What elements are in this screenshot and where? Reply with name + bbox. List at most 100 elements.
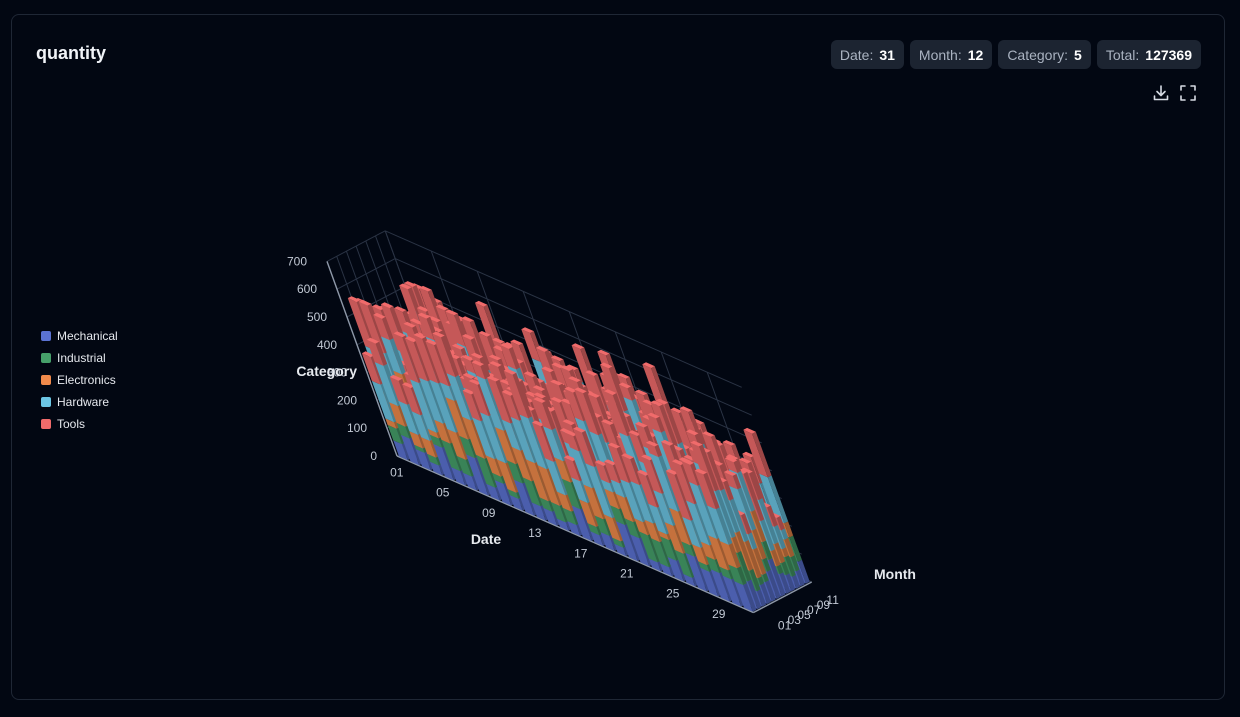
- grid-line: [394, 258, 752, 416]
- bar-segment-top: [533, 397, 546, 403]
- month-tick-label: 03: [788, 613, 802, 627]
- bar-segment-front: [615, 521, 638, 562]
- bar-segment-top: [347, 296, 361, 302]
- bar-segment-front: [410, 379, 437, 433]
- fullscreen-icon[interactable]: [1178, 83, 1198, 103]
- bar-segment-top: [628, 430, 641, 436]
- bar-segment-side: [470, 320, 492, 371]
- bar-segment-front: [600, 532, 615, 551]
- bar-segment-front: [722, 575, 742, 607]
- bar-segment-front: [429, 434, 442, 448]
- bar-segment-side: [784, 521, 794, 538]
- bar-segment-side: [583, 391, 602, 436]
- bar-segment-front: [427, 428, 439, 439]
- bar-segment-front: [604, 391, 628, 437]
- date-tick-label: 09: [482, 506, 496, 520]
- bar-segment-front: [421, 437, 436, 458]
- date-tick-label: 05: [436, 486, 450, 500]
- legend-label-tools: Tools: [57, 417, 86, 431]
- bar-segment-side: [785, 573, 796, 592]
- legend-label-hardware: Hardware: [57, 395, 110, 409]
- bar-segment-front: [583, 484, 604, 520]
- bar-segment-front: [441, 439, 461, 472]
- bar-segment-front: [434, 419, 451, 444]
- bar-segment-front: [556, 491, 572, 512]
- bar-segment-front: [587, 523, 600, 536]
- legend-label-electronics: Electronics: [57, 373, 116, 387]
- bar-segment-front: [624, 518, 640, 539]
- badge-total: Total: 127369: [1096, 40, 1201, 69]
- date-axis-line: [396, 455, 754, 614]
- bar-segment-side: [748, 532, 758, 550]
- bar-segment-front: [543, 507, 558, 526]
- bar-segment-top: [380, 302, 394, 308]
- bar-segment-side: [751, 509, 767, 543]
- bar-segment-top: [451, 343, 465, 350]
- bar-segment-front: [612, 537, 624, 548]
- bar-segment-top: [568, 376, 581, 382]
- bar-segment-front: [667, 556, 684, 582]
- bar-segment-top: [419, 285, 432, 292]
- bar-segment-front: [564, 388, 584, 422]
- bar-segment-front: [387, 424, 402, 445]
- bar-segment-side: [626, 415, 637, 436]
- legend-item-hardware[interactable]: Hardware: [41, 391, 118, 413]
- bar-segment-side: [382, 316, 394, 341]
- bar-segment-front: [361, 353, 381, 385]
- bar-segment-side: [796, 569, 805, 587]
- bar-segment-top: [470, 352, 484, 359]
- legend-item-tools[interactable]: Tools: [41, 413, 118, 435]
- bar-segment-front: [414, 444, 425, 453]
- bar-segment-front: [600, 479, 613, 493]
- bar-segment-top: [661, 439, 674, 446]
- bar-segment-front: [710, 569, 730, 602]
- bar-segment-top: [404, 281, 417, 287]
- bar-segment-top: [489, 361, 502, 367]
- z-tick-label: 500: [307, 310, 327, 324]
- bar-segment-top: [560, 365, 573, 371]
- bar-segment-side: [758, 498, 779, 545]
- legend-item-industrial[interactable]: Industrial: [41, 347, 118, 369]
- bar-segment-top: [618, 382, 632, 389]
- bar-segment-front: [432, 333, 456, 377]
- bar-segment-side: [785, 555, 796, 577]
- badge-date: Date: 31: [830, 40, 904, 69]
- date-tick-label: 13: [528, 526, 542, 540]
- bar-segment-side: [512, 372, 532, 419]
- bar-segment-front: [415, 449, 431, 471]
- bar-segment-top: [535, 345, 549, 352]
- date-tick-label: 17: [574, 546, 588, 560]
- bar-segment-front: [556, 518, 569, 531]
- bar-segment-front: [639, 531, 658, 563]
- legend-label-mechanical: Mechanical: [57, 329, 118, 343]
- badge-month-value: 12: [967, 46, 984, 63]
- download-icon[interactable]: [1151, 83, 1171, 103]
- bar-segment-front: [509, 495, 523, 511]
- date-axis-title: Date: [471, 531, 502, 547]
- bar-segment-front: [496, 459, 517, 493]
- bar-segment-front: [719, 566, 732, 580]
- z-tick-label: 200: [337, 393, 357, 407]
- bar-segment-front: [660, 536, 677, 561]
- bar-segment-front: [366, 339, 384, 366]
- bar-segment-front: [685, 552, 707, 592]
- bar-segment-front: [614, 543, 627, 557]
- bar-segment-side: [735, 530, 754, 571]
- bar-segment-side: [715, 489, 736, 538]
- bar-segment-top: [373, 312, 386, 319]
- bar-segment-top: [403, 321, 416, 328]
- bar-segment-side: [776, 515, 785, 531]
- bar-segment-side: [703, 472, 720, 510]
- bar-segment-side: [656, 416, 665, 433]
- bar-segment-top: [413, 333, 426, 339]
- bar-segment-top: [621, 453, 634, 460]
- bar-segment-side: [762, 540, 773, 560]
- month-axis-line: [753, 581, 813, 614]
- legend-item-electronics[interactable]: Electronics: [41, 369, 118, 391]
- legend-item-mechanical[interactable]: Mechanical: [41, 325, 118, 347]
- bar-segment-front: [585, 463, 613, 519]
- bar-segment-front: [544, 458, 566, 496]
- bar-segment-top: [585, 370, 598, 376]
- bar-segment-front: [567, 521, 581, 536]
